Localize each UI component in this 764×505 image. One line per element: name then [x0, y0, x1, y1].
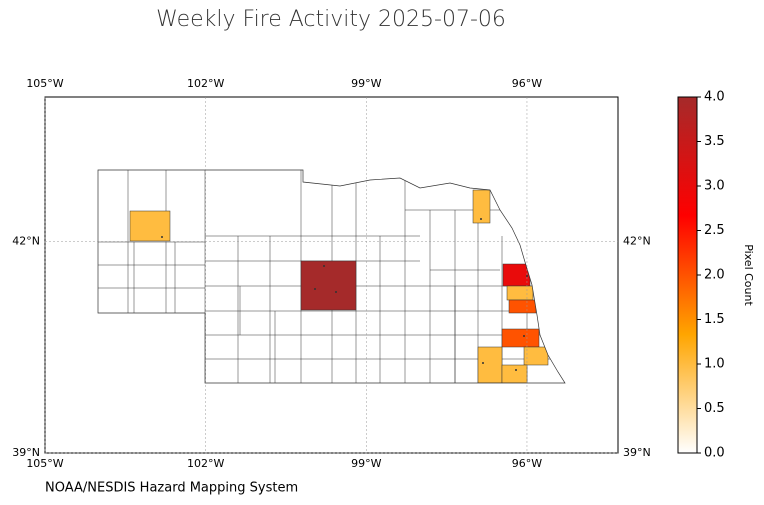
x-tick-label: 102°W: [187, 77, 224, 90]
county-fill: [129, 210, 171, 242]
colorbar-tick-label: 3.5: [704, 134, 725, 149]
fire-dot: [515, 369, 517, 371]
x-tick-label: 105°W: [26, 77, 63, 90]
county-fill: [477, 346, 503, 383]
colorbar-tick-label: 0.0: [704, 446, 725, 461]
colorbar-tick-label: 4.0: [704, 90, 725, 105]
x-tick-label: 105°W: [26, 457, 63, 470]
county-grid: [98, 170, 560, 383]
fire-dot: [523, 335, 525, 337]
source-note: NOAA/NESDIS Hazard Mapping System: [45, 481, 298, 496]
county-fill: [506, 285, 534, 301]
y-tick-label: 39°N: [623, 446, 651, 459]
fire-dot: [335, 291, 337, 293]
county-fill: [523, 346, 549, 366]
chart-title: Weekly Fire Activity 2025-07-06: [156, 7, 506, 32]
county-fill: [300, 260, 357, 311]
colorbar-tick-label: 2.0: [704, 268, 725, 283]
county-fill: [501, 328, 540, 348]
fire-dot: [161, 236, 163, 238]
fire-dot: [314, 288, 316, 290]
colorbar-tick-label: 0.5: [704, 401, 725, 416]
colorbar-label: Pixel Count: [742, 244, 755, 306]
county-fill: [508, 299, 537, 314]
x-tick-label: 99°W: [351, 77, 381, 90]
colorbar-tick-label: 2.5: [704, 223, 725, 238]
y-tick-label: 42°N: [12, 235, 40, 248]
x-tick-label: 96°W: [512, 77, 542, 90]
x-tick-label: 96°W: [512, 457, 542, 470]
fire-dot: [482, 362, 484, 364]
colorbar-tick-label: 3.0: [704, 179, 725, 194]
y-tick-label: 39°N: [12, 446, 40, 459]
fire-dot: [323, 265, 325, 267]
fire-dot: [480, 218, 482, 220]
y-tick-label: 42°N: [623, 235, 651, 248]
county-fill: [501, 364, 528, 383]
colorbar-tick-label: 1.0: [704, 357, 725, 372]
x-tick-label: 99°W: [351, 457, 381, 470]
x-tick-label: 102°W: [187, 457, 224, 470]
colorbar: [677, 96, 698, 454]
colorbar-tick-label: 1.5: [704, 312, 725, 327]
county-fill: [502, 263, 531, 287]
state-outline: [97, 169, 566, 384]
fire-dot: [526, 275, 528, 277]
county-fill: [472, 189, 491, 224]
